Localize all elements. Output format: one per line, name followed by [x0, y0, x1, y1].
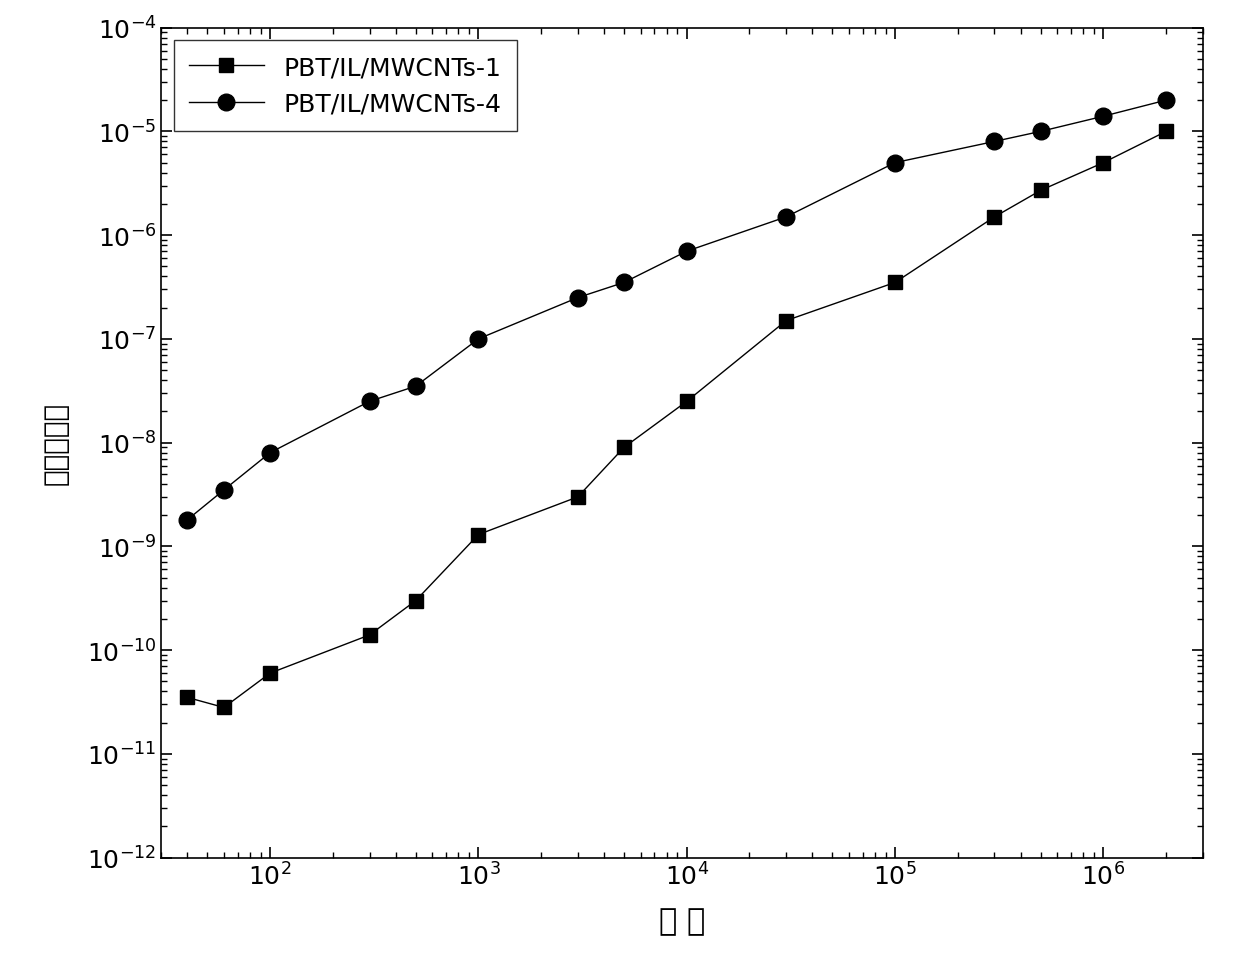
PBT/IL/MWCNTs-1 — [217, 702, 232, 714]
Line: PBT/IL/MWCNTs-1: PBT/IL/MWCNTs-1 — [180, 125, 1173, 715]
PBT/IL/MWCNTs-1 — [680, 396, 694, 408]
PBT/IL/MWCNTs-1 — [616, 442, 631, 454]
PBT/IL/MWCNTs-1 — [888, 277, 903, 289]
PBT/IL/MWCNTs-1 — [1158, 127, 1173, 138]
PBT/IL/MWCNTs-4 — [471, 334, 486, 345]
Legend: PBT/IL/MWCNTs-1, PBT/IL/MWCNTs-4: PBT/IL/MWCNTs-1, PBT/IL/MWCNTs-4 — [174, 41, 517, 132]
PBT/IL/MWCNTs-4 — [987, 136, 1002, 148]
PBT/IL/MWCNTs-4 — [570, 293, 585, 304]
PBT/IL/MWCNTs-1 — [408, 596, 423, 607]
PBT/IL/MWCNTs-4 — [1158, 95, 1173, 107]
PBT/IL/MWCNTs-4 — [1033, 127, 1048, 138]
X-axis label: 频 率: 频 率 — [658, 906, 706, 935]
PBT/IL/MWCNTs-4 — [779, 212, 794, 223]
Line: PBT/IL/MWCNTs-4: PBT/IL/MWCNTs-4 — [179, 92, 1174, 529]
PBT/IL/MWCNTs-4 — [180, 515, 195, 526]
PBT/IL/MWCNTs-1 — [1096, 157, 1111, 169]
PBT/IL/MWCNTs-4 — [888, 157, 903, 169]
PBT/IL/MWCNTs-1 — [471, 529, 486, 540]
PBT/IL/MWCNTs-4 — [1096, 112, 1111, 123]
PBT/IL/MWCNTs-1 — [779, 315, 794, 327]
PBT/IL/MWCNTs-4 — [408, 381, 423, 393]
PBT/IL/MWCNTs-4 — [362, 396, 377, 408]
PBT/IL/MWCNTs-4 — [616, 277, 631, 289]
PBT/IL/MWCNTs-1 — [180, 692, 195, 703]
PBT/IL/MWCNTs-4 — [217, 485, 232, 497]
PBT/IL/MWCNTs-1 — [362, 630, 377, 641]
PBT/IL/MWCNTs-4 — [263, 448, 278, 459]
PBT/IL/MWCNTs-1 — [570, 492, 585, 503]
PBT/IL/MWCNTs-4 — [680, 246, 694, 257]
PBT/IL/MWCNTs-1 — [987, 212, 1002, 223]
PBT/IL/MWCNTs-1 — [1033, 186, 1048, 197]
Y-axis label: 交流导电率: 交流导电率 — [42, 401, 69, 485]
PBT/IL/MWCNTs-1 — [263, 668, 278, 679]
